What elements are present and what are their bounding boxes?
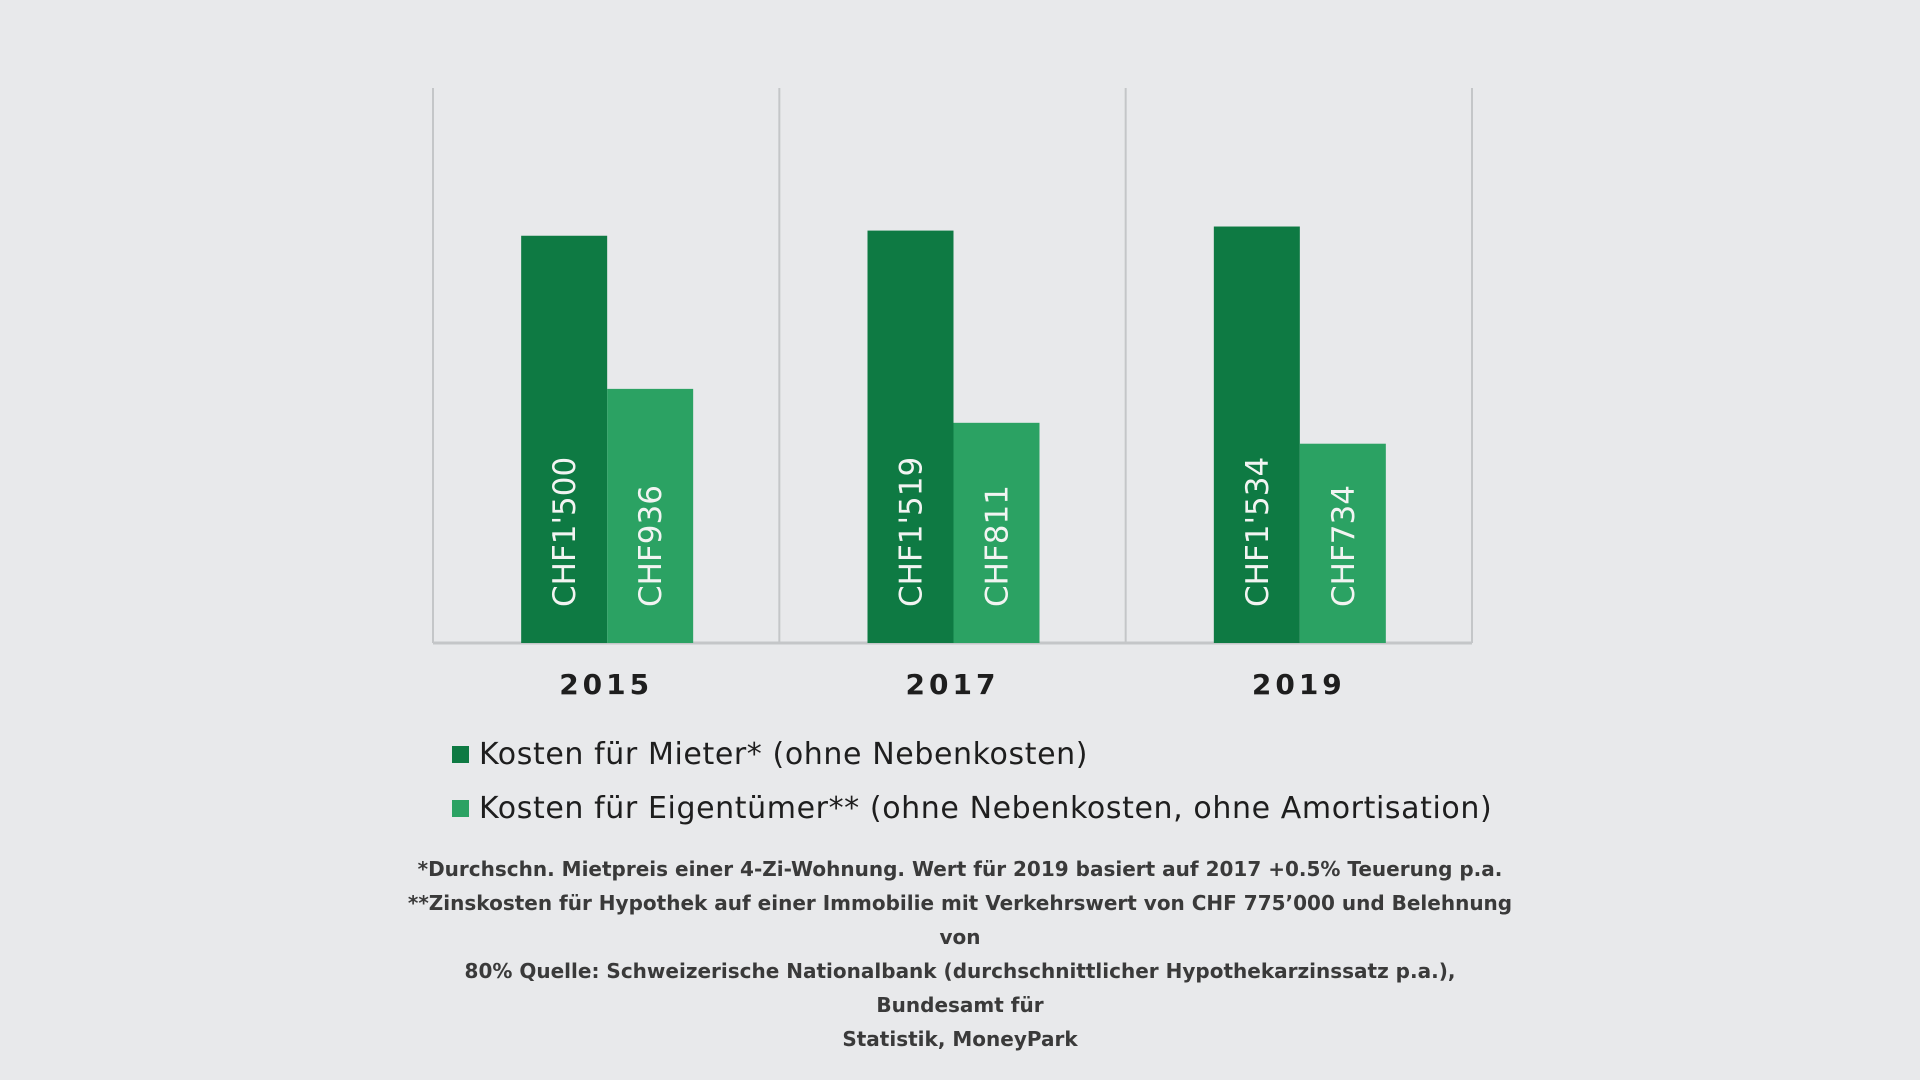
data-label-mieter-2017: CHF1'519 [894, 457, 930, 607]
legend-label-mieter: Kosten für Mieter* (ohne Nebenkosten) [479, 736, 1089, 772]
bar-eigentuemer-2015 [607, 388, 694, 643]
x-tick-label-2015: 2015 [559, 668, 653, 701]
data-label-mieter-2019: CHF1'534 [1240, 457, 1276, 607]
bar-eigentuemer-2017 [953, 422, 1040, 643]
legend-swatch-mieter [452, 745, 469, 763]
bar-mieter-2015 [521, 235, 608, 643]
legend-label-eigentuemer: Kosten für Eigentümer** (ohne Nebenkoste… [479, 790, 1493, 826]
footnote-line-3: 80% Quelle: Schweizerische Nationalbank … [464, 959, 1456, 1017]
bar-mieter-2017 [867, 230, 954, 644]
chart-footnote: *Durchschn. Mietpreis einer 4-Zi-Wohnung… [400, 852, 1520, 1056]
data-label-eigentuemer-2017: CHF811 [980, 485, 1016, 607]
legend-swatch-eigentuemer [452, 799, 469, 817]
chart-legend: Kosten für Mieter* (ohne Nebenkosten) Ko… [452, 736, 1492, 844]
footnote-line-4: Statistik, MoneyPark [842, 1027, 1078, 1051]
x-tick-label-2019: 2019 [1252, 668, 1346, 701]
bar-eigentuemer-2019 [1299, 443, 1386, 643]
bar-mieter-2019 [1213, 226, 1300, 644]
footnote-line-2: **Zinskosten für Hypothek auf einer Immo… [407, 891, 1513, 949]
data-label-eigentuemer-2015: CHF936 [633, 485, 669, 607]
legend-item-mieter: Kosten für Mieter* (ohne Nebenkosten) [452, 736, 1492, 772]
data-label-mieter-2015: CHF1'500 [547, 457, 583, 607]
legend-item-eigentuemer: Kosten für Eigentümer** (ohne Nebenkoste… [452, 790, 1492, 826]
data-label-eigentuemer-2019: CHF734 [1326, 485, 1362, 607]
x-tick-label-2017: 2017 [906, 668, 1000, 701]
footnote-line-1: *Durchschn. Mietpreis einer 4-Zi-Wohnung… [417, 857, 1503, 881]
